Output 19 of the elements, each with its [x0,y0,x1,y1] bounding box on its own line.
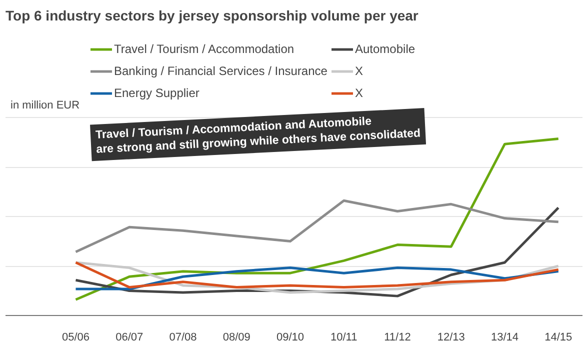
x-tick-label: 05/06 [62,332,90,344]
x-tick-label: 07/08 [169,332,197,344]
x-tick-label: 13/14 [490,332,519,344]
legend-label: Travel / Tourism / Accommodation [114,42,296,56]
x-tick-label: 09/10 [276,332,304,344]
x-tick-label: 11/12 [384,332,411,344]
annotation: Travel / Tourism / Accommodation and Automobile are strong and still growing while others have consolidated [95,116,421,156]
legend-label: Banking / Financial Services / Insurance [114,64,328,78]
legend-label: X [355,86,364,100]
y-axis-title: in million EUR [10,100,80,112]
x-tick-label: 12/13 [437,332,465,344]
chart-title: Top 6 industry sectors by jersey sponsorship volume per year [6,8,419,24]
x-tick-label: 10/11 [330,332,358,344]
legend-label: Energy Supplier [114,86,200,100]
x-tick-label: 14/15 [544,332,572,344]
x-tick-label: 08/09 [222,332,250,344]
x-tick-label: 06/07 [116,332,144,344]
legend-label: Automobile [355,42,416,56]
legend-label: X [355,64,364,78]
